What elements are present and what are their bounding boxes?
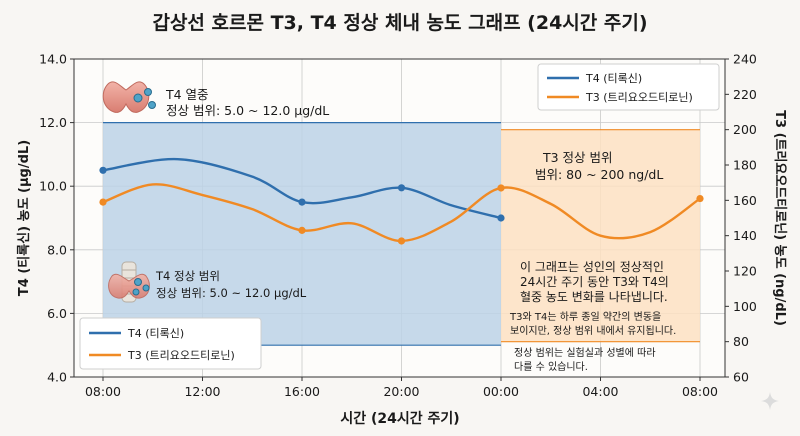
legend-t3-label: T3 (트리요오드티로닌): [127, 349, 235, 362]
x-tick-label: 20:00: [383, 384, 419, 399]
thyroid-trachea-icon: [108, 261, 150, 303]
data-series: [99, 157, 704, 245]
y-tick-label-right: 160: [733, 193, 757, 208]
info-main-line: 이 그래프는 성인의 정상적인: [520, 260, 664, 274]
y-axis-label-right: T3 (트리요오드티로닌) 농도 (ng/dL): [772, 110, 788, 326]
info-sub-line: 정상 범위는 실험실과 성별에 따라: [514, 346, 656, 359]
y-tick-label-left: 12.0: [39, 115, 67, 130]
y-tick-label-right: 220: [733, 87, 757, 102]
y-tick-label-right: 80: [733, 334, 749, 349]
legend-t4-label: T4 (티록신): [585, 72, 642, 85]
y-tick-label-right: 180: [733, 158, 757, 173]
data-point-t3: [298, 226, 306, 234]
y-tick-label-right: 140: [733, 228, 757, 243]
y-tick-label-left: 10.0: [39, 179, 67, 194]
info-text: 이 그래프는 성인의 정상적인 24시간 주기 동안 T3와 T4의 혈중 농도…: [509, 260, 676, 373]
y-tick-label-left: 4.0: [47, 370, 67, 385]
legend-t4-label: T4 (티록신): [127, 327, 184, 340]
legend-bottom-left: T4 (티록신) T3 (트리요오드티로닌): [79, 317, 262, 370]
data-point-t3: [99, 198, 107, 206]
t3-range-title: T3 정상 범위: [542, 150, 613, 165]
data-point-t4: [298, 198, 306, 206]
series-line-t4: [101, 157, 503, 220]
data-point-t3: [397, 237, 406, 245]
t4-top-range: 정상 범위: 5.0 ~ 12.0 µg/dL: [166, 103, 329, 118]
data-point-t3: [696, 194, 704, 203]
y-tick-label-right: 120: [733, 264, 757, 279]
x-tick-label: 08:00: [682, 384, 718, 399]
x-tick-label: 12:00: [184, 384, 220, 399]
y-tick-label-left: 14.0: [39, 52, 67, 67]
y-axis-label-left: T4 (티록신) 농도 (µg/dL): [16, 140, 32, 296]
data-point-t4: [397, 184, 406, 192]
data-point-t4: [99, 166, 107, 174]
info-main-line: 혈중 농도 변화를 나타냅니다.: [520, 290, 668, 304]
info-sub-line: 보이지만, 정상 범위 내에서 유지됩니다.: [510, 324, 676, 337]
sparkle-icon: [761, 392, 779, 410]
x-tick-label: 04:00: [582, 384, 618, 399]
axes: 08:00 12:00 16:00 20:00 00:00 04:00 08:00 4.0 6.…: [39, 52, 757, 400]
info-sub-line: 다를 수 있습니다.: [514, 361, 588, 373]
data-point-t4: [497, 214, 505, 222]
plot-frame: [73, 58, 726, 378]
x-tick-label: 08:00: [85, 384, 121, 399]
legend-top-right: T4 (티록신) T3 (트리요오드티로닌): [537, 63, 720, 111]
y-tick-label-right: 100: [733, 299, 757, 314]
data-point-t3: [497, 184, 505, 192]
y-tick-label-left: 6.0: [47, 306, 67, 321]
chart-title: 갑상선 호르몬 T3, T4 정상 체내 농도 그래프 (24시간 주기): [152, 12, 647, 34]
t3-range-values: 범위: 80 ~ 200 ng/dL: [535, 167, 663, 182]
thyroid-icon: [102, 81, 156, 113]
y-tick-label-right: 200: [733, 122, 757, 137]
y-tick-label-left: 8.0: [47, 242, 67, 257]
info-sub-line: T3와 T4는 하루 종일 약간의 변동을: [509, 310, 661, 323]
t4-top-title: T4 열중: [165, 87, 209, 102]
t4-low-range: 정상 범위: 5.0 ~ 12.0 µg/dL: [156, 286, 307, 300]
x-tick-label: 16:00: [284, 384, 320, 399]
x-axis-label: 시간 (24시간 주기): [340, 410, 459, 427]
x-tick-label: 00:00: [483, 384, 519, 399]
y-tick-label-right: 240: [733, 52, 757, 67]
y-tick-label-right: 60: [733, 370, 749, 385]
info-main-line: 24시간 주기 동안 T3와 T4의: [520, 275, 669, 289]
t4-low-title: T4 정상 범위: [155, 269, 220, 283]
legend-t3-label: T3 (트리요오드티로닌): [585, 91, 693, 104]
